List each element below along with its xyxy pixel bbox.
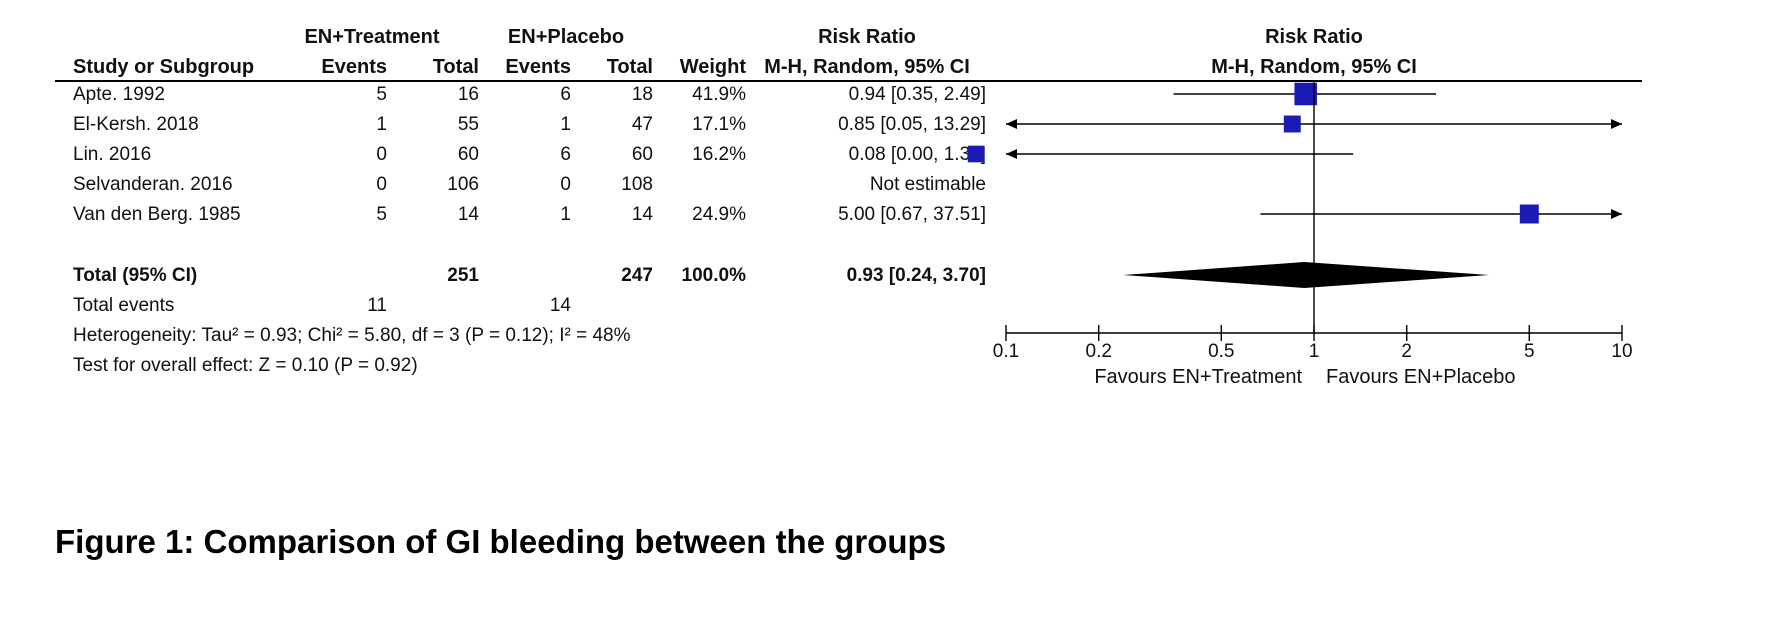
total-events1: 11 bbox=[367, 295, 387, 316]
events2-cell: 1 bbox=[560, 204, 571, 225]
group2-header: EN+Placebo bbox=[508, 26, 624, 48]
ci-cell: 0.94 [0.35, 2.49] bbox=[849, 84, 986, 105]
total2-header: Total bbox=[607, 56, 653, 78]
weight-cell: 41.9% bbox=[692, 84, 746, 105]
ci-cell: 5.00 [0.67, 37.51] bbox=[838, 204, 986, 225]
study-rows: Apte. 1992 5 16 6 18 41.9% 0.94 [0.35, 2.49]El… bbox=[73, 84, 986, 376]
group1-header: EN+Treatment bbox=[304, 26, 439, 48]
events1-cell: 5 bbox=[376, 204, 387, 225]
plot-method: M-H, Random, 95% CI bbox=[1211, 56, 1417, 78]
study-name: Selvanderan. 2016 bbox=[73, 174, 233, 195]
table-header: EN+Treatment EN+Placebo Risk Ratio M-H, … bbox=[73, 26, 1417, 78]
ci-arrow-right bbox=[1611, 209, 1622, 219]
x-axis-tick-label: 1 bbox=[1309, 341, 1320, 362]
total-label: Total (95% CI) bbox=[73, 265, 197, 286]
x-axis-tick-label: 0.5 bbox=[1208, 341, 1234, 362]
plot-area: 0.1 0.2 0.5 1 2 5 10 Favours EN+Treatment Favour… bbox=[967, 82, 1633, 388]
ci-arrow-left bbox=[1006, 149, 1017, 159]
pooled-diamond bbox=[1123, 262, 1490, 288]
events2-cell: 6 bbox=[560, 84, 571, 105]
favours-left-label: Favours EN+Treatment bbox=[1094, 366, 1302, 388]
events1-header: Events bbox=[321, 56, 387, 78]
study-marker bbox=[1283, 115, 1301, 133]
study-header: Study or Subgroup bbox=[73, 56, 254, 78]
total2-cell: 14 bbox=[632, 204, 654, 225]
total2-sum: 247 bbox=[621, 265, 653, 286]
ci-cell: 0.08 [0.00, 1.34] bbox=[849, 144, 986, 165]
x-axis-tick-label: 2 bbox=[1401, 341, 1412, 362]
weight-cell: 24.9% bbox=[692, 204, 746, 225]
heterogeneity-text: Heterogeneity: Tau² = 0.93; Chi² = 5.80,… bbox=[73, 325, 631, 346]
favours-right-label: Favours EN+Placebo bbox=[1326, 366, 1516, 388]
rr-column-title: Risk Ratio bbox=[818, 26, 916, 48]
events1-cell: 5 bbox=[376, 84, 387, 105]
total1-cell: 55 bbox=[458, 114, 479, 135]
weight-cell: 17.1% bbox=[692, 114, 746, 135]
ci-cell: Not estimable bbox=[870, 174, 986, 195]
events1-cell: 1 bbox=[376, 114, 387, 135]
total1-cell: 14 bbox=[458, 204, 480, 225]
study-marker bbox=[967, 145, 985, 163]
study-name: Van den Berg. 1985 bbox=[73, 204, 241, 225]
study-name: El-Kersh. 2018 bbox=[73, 114, 199, 135]
x-axis-tick-label: 10 bbox=[1611, 341, 1632, 362]
ci-arrow-left bbox=[1006, 119, 1017, 129]
weight-cell: 16.2% bbox=[692, 144, 746, 165]
total2-cell: 108 bbox=[621, 174, 653, 195]
ci-arrow-right bbox=[1611, 119, 1622, 129]
figure-caption: Figure 1: Comparison of GI bleeding betw… bbox=[55, 523, 947, 560]
x-axis-tick-label: 0.2 bbox=[1086, 341, 1112, 362]
study-marker bbox=[1294, 82, 1317, 106]
total1-header: Total bbox=[433, 56, 479, 78]
total1-cell: 60 bbox=[458, 144, 479, 165]
study-marker bbox=[1519, 204, 1539, 224]
plot-title: Risk Ratio bbox=[1265, 26, 1363, 48]
total-events-label: Total events bbox=[73, 295, 174, 316]
x-axis-tick-label: 0.1 bbox=[993, 341, 1019, 362]
total-events2: 14 bbox=[550, 295, 572, 316]
overall-effect-text: Test for overall effect: Z = 0.10 (P = 0… bbox=[73, 355, 418, 376]
study-name: Lin. 2016 bbox=[73, 144, 151, 165]
total-weight: 100.0% bbox=[682, 265, 747, 286]
total2-cell: 18 bbox=[632, 84, 653, 105]
weight-header: Weight bbox=[680, 56, 747, 78]
events1-cell: 0 bbox=[376, 144, 387, 165]
total1-cell: 16 bbox=[458, 84, 479, 105]
total2-cell: 60 bbox=[632, 144, 653, 165]
events2-cell: 6 bbox=[560, 144, 571, 165]
rr-column-method: M-H, Random, 95% CI bbox=[764, 56, 970, 78]
total1-sum: 251 bbox=[447, 265, 479, 286]
total1-cell: 106 bbox=[447, 174, 479, 195]
events2-cell: 0 bbox=[560, 174, 571, 195]
study-name: Apte. 1992 bbox=[73, 84, 165, 105]
events2-header: Events bbox=[505, 56, 571, 78]
x-axis-tick-label: 5 bbox=[1524, 341, 1535, 362]
events2-cell: 1 bbox=[560, 114, 571, 135]
events1-cell: 0 bbox=[376, 174, 387, 195]
total2-cell: 47 bbox=[632, 114, 653, 135]
ci-cell: 0.85 [0.05, 13.29] bbox=[838, 114, 986, 135]
total-ci: 0.93 [0.24, 3.70] bbox=[847, 265, 986, 286]
